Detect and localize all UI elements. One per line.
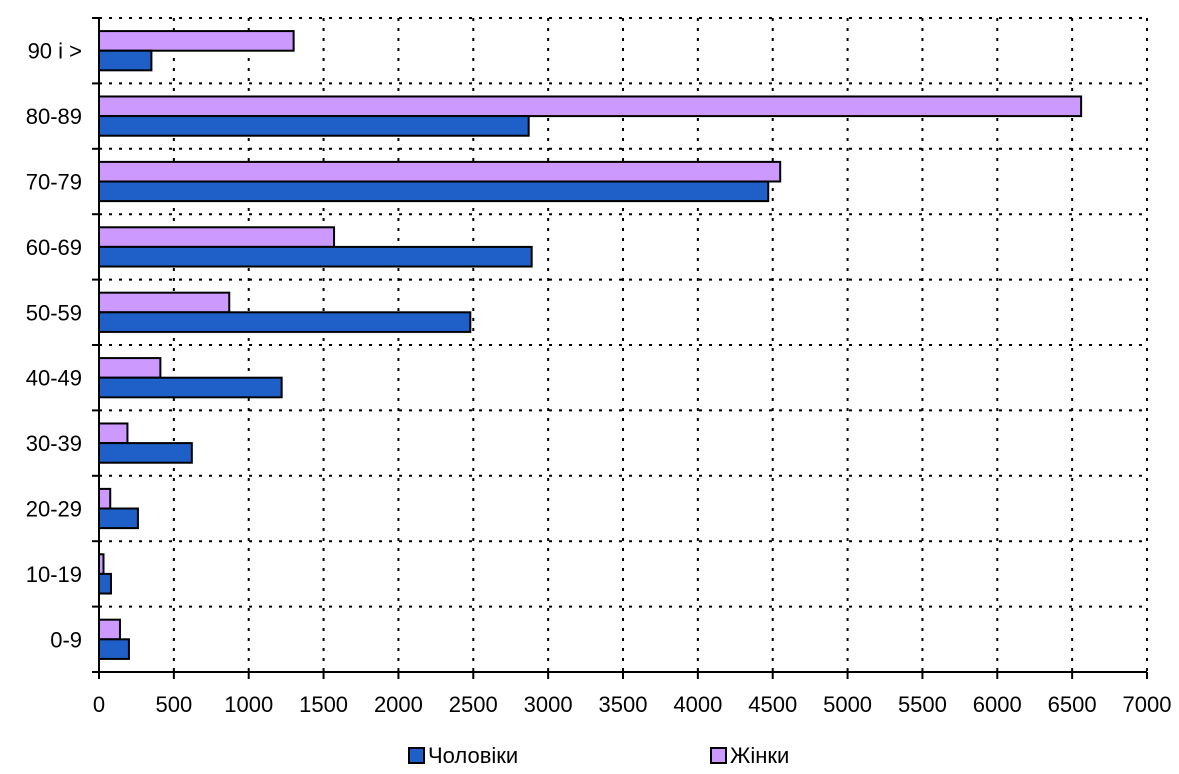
bar-жінки-90-і [98, 30, 295, 52]
bar-жінки-0-9 [98, 618, 121, 641]
y-tick-label: 80-89 [26, 104, 82, 129]
bar-чоловіки-0-9 [98, 638, 130, 660]
legend-item-жінки: Жінки [710, 743, 789, 768]
y-tick-label: 30-39 [26, 431, 82, 456]
x-tick-label: 2000 [374, 692, 423, 717]
x-tick-label: 7000 [1123, 692, 1172, 717]
x-tick-label: 3000 [524, 692, 573, 717]
legend-label: Чоловіки [428, 743, 518, 768]
x-tick-label: 6000 [973, 692, 1022, 717]
bar-чоловіки-40-49 [98, 376, 283, 399]
x-tick-label: 4000 [673, 692, 722, 717]
bar-чоловіки-20-29 [98, 507, 139, 530]
y-tick-label: 40-49 [26, 366, 82, 391]
y-tick-label: 50-59 [26, 300, 82, 325]
legend: Чоловіки Жінки [408, 743, 789, 768]
x-tick-label: 2500 [449, 692, 498, 717]
x-tick-label: 0 [93, 692, 105, 717]
bar-жінки-20-29 [98, 487, 112, 510]
x-tick-label: 6500 [1048, 692, 1097, 717]
bar-чоловіки-50-59 [98, 311, 472, 333]
x-tick-label: 1500 [299, 692, 348, 717]
x-tick-label: 5000 [823, 692, 872, 717]
bars [98, 30, 1083, 660]
bar-чоловіки-80-89 [98, 115, 530, 137]
y-tick-label: 10-19 [26, 562, 82, 587]
bar-жінки-70-79 [98, 160, 782, 183]
y-tick-label: 60-69 [26, 235, 82, 260]
x-tick-label: 3500 [599, 692, 648, 717]
x-tick-label: 500 [155, 692, 192, 717]
bar-жінки-80-89 [98, 95, 1083, 118]
bar-жінки-60-69 [98, 226, 336, 248]
axes [92, 17, 1148, 679]
x-tick-label: 5500 [898, 692, 947, 717]
legend-swatch [710, 747, 727, 764]
legend-swatch [408, 747, 425, 764]
bar-жінки-40-49 [98, 357, 162, 379]
tick-labels: 0-9 10-19 20-29 30-39 40-49 50-59 60-69 70-79 80… [26, 39, 1172, 717]
bar-чоловіки-60-69 [98, 245, 533, 268]
legend-item-чоловіки: Чоловіки [408, 743, 518, 768]
bar-чоловіки-30-39 [98, 442, 193, 464]
bar-чоловіки-70-79 [98, 180, 770, 203]
y-tick-label: 70-79 [26, 170, 82, 195]
bar-жінки-50-59 [98, 291, 231, 314]
y-tick-label: 20-29 [26, 497, 82, 522]
bar-чоловіки-10-19 [98, 572, 112, 595]
x-tick-label: 4500 [748, 692, 797, 717]
bar-чоловіки-90-і [98, 49, 153, 72]
y-tick-label: 0-9 [50, 627, 82, 652]
bar-жінки-30-39 [98, 422, 129, 445]
x-tick-label: 1000 [224, 692, 273, 717]
legend-label: Жінки [730, 743, 789, 768]
y-tick-label: 90 і > [28, 39, 82, 64]
